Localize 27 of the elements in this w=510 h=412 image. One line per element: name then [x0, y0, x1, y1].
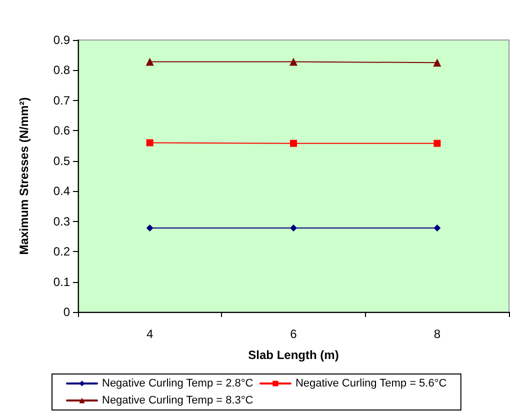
- y-tick-label: 0.2: [53, 244, 70, 259]
- x-tick-label: 6: [290, 327, 298, 341]
- y-tick-label: 0.6: [53, 124, 70, 138]
- y-tick-label: 0.5: [53, 154, 70, 168]
- legend-label: Negative Curling Temp = 5.6°C: [295, 378, 447, 390]
- point: [433, 58, 442, 67]
- y-tick-label: 0.3: [53, 214, 70, 228]
- legend-label: Negative Curling Temp = 2.8°C: [102, 378, 254, 390]
- point: [434, 140, 441, 147]
- y-tick-label: 0.7: [53, 93, 70, 108]
- y-tick-label: 0.8: [53, 63, 70, 78]
- point: [146, 139, 154, 146]
- point: [434, 224, 441, 232]
- point: [290, 140, 297, 147]
- y-tick-label: 0.4: [53, 184, 70, 198]
- y-tick-label: 0.1: [53, 274, 70, 289]
- y-tick-label: 0.9: [53, 33, 70, 47]
- y-tick-label: 0: [63, 305, 70, 319]
- point: [146, 58, 154, 66]
- legend-label: Negative Curling Temp = 8.3°C: [102, 394, 254, 406]
- point: [290, 224, 297, 232]
- point: [146, 224, 154, 232]
- x-axis-title: Slab Length (m): [248, 348, 339, 362]
- point: [290, 58, 298, 66]
- y-axis-title: Maximum Stresses (N/mm²): [17, 97, 31, 255]
- x-tick-label: 8: [434, 327, 441, 341]
- x-tick-label: 4: [146, 327, 154, 341]
